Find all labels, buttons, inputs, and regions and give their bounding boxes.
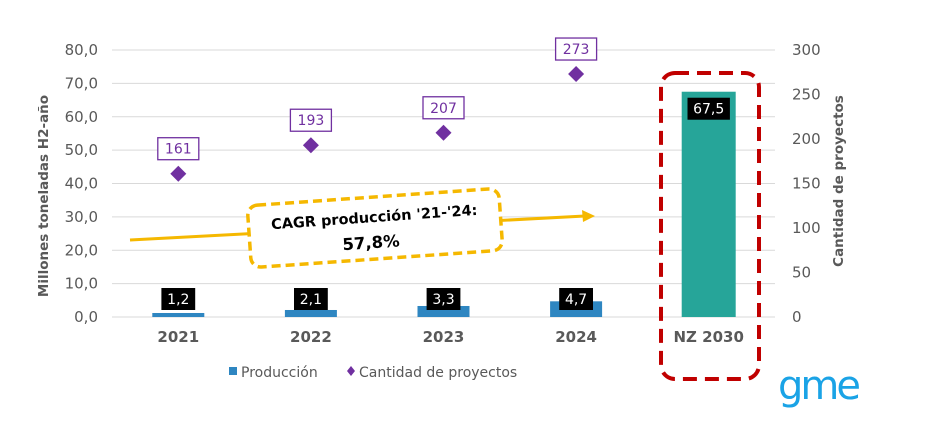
y2-tick-label: 100 [792,219,821,237]
cagr-arrow-head [582,210,595,222]
project-label-box [554,37,598,61]
legend-swatch-proyectos [347,366,355,376]
highlight-box [659,71,761,381]
project-label: 273 [563,42,590,58]
y-axis-ticks: 0,0 10,0 20,0 30,0 40,0 50,0 60,0 70,0 80,0 [65,41,98,326]
cagr-callout-line2: 57,8% [342,231,401,254]
category-label: 2021 [157,328,199,346]
category-label: 2024 [555,328,597,346]
y-tick-label: 50,0 [65,141,98,159]
category-label: NZ 2030 [673,328,743,346]
bars: 1,2 2,1 3,3 4,7 67,5 [152,91,736,317]
bar-value-label-bg [559,288,593,310]
project-marker [568,66,585,83]
project-label-box [157,137,200,161]
project-marker [435,124,452,141]
y2-tick-label: 300 [792,41,821,59]
project-label: 207 [430,101,457,117]
category-label: 2022 [290,328,332,346]
y-axis-title: Millones toneladas H2-año [36,95,52,297]
bar-value-label-bg [161,288,196,310]
y2-tick-label: 0 [792,308,802,326]
project-marker [170,165,187,182]
project-label: 161 [165,142,192,158]
y2-tick-label: 50 [792,264,811,282]
legend-label-produccion: Producción [241,365,318,381]
y2-axis-title: Cantidad de proyectos [831,95,847,267]
y-tick-label: 10,0 [65,275,98,293]
bar-value-label-bg [426,288,461,310]
bar [681,91,736,317]
legend-swatch-produccion [229,367,237,375]
y2-tick-label: 200 [792,130,821,148]
legend-label-proyectos: Cantidad de proyectos [359,365,517,381]
bar-value-label-bg [294,288,328,310]
bar-value-label: 1,2 [167,292,189,308]
gme-logo: gme [778,363,859,409]
y2-tick-label: 250 [792,86,821,104]
y-tick-label: 70,0 [65,74,98,92]
project-marker [302,137,319,154]
bar-value-label: 4,7 [565,292,587,308]
category-labels: 2021 2022 2023 2024 NZ 2030 [157,328,743,346]
bar [152,312,205,317]
bar-value-label-bg [687,97,730,120]
y2-tick-label: 150 [792,175,821,193]
y-tick-label: 80,0 [65,41,98,59]
y-tick-label: 0,0 [74,308,98,326]
project-markers: 161 193 207 273 [157,37,598,182]
project-label-box [422,96,465,120]
y-tick-label: 60,0 [65,108,98,126]
bar [417,305,470,317]
y-tick-label: 20,0 [65,241,98,259]
y2-axis-ticks: 0 50 100 150 200 250 300 [792,41,821,326]
y-tick-label: 40,0 [65,175,98,193]
project-label: 193 [298,113,325,129]
project-label-box [289,108,333,132]
y-tick-label: 30,0 [65,208,98,226]
bar-value-label: 67,5 [693,102,724,118]
bar [284,309,337,317]
bar-value-label: 2,1 [300,292,322,308]
cagr-callout-box [246,187,504,269]
bar-value-label: 3,3 [432,292,454,308]
gridlines [112,49,775,318]
category-label: 2023 [423,328,465,346]
